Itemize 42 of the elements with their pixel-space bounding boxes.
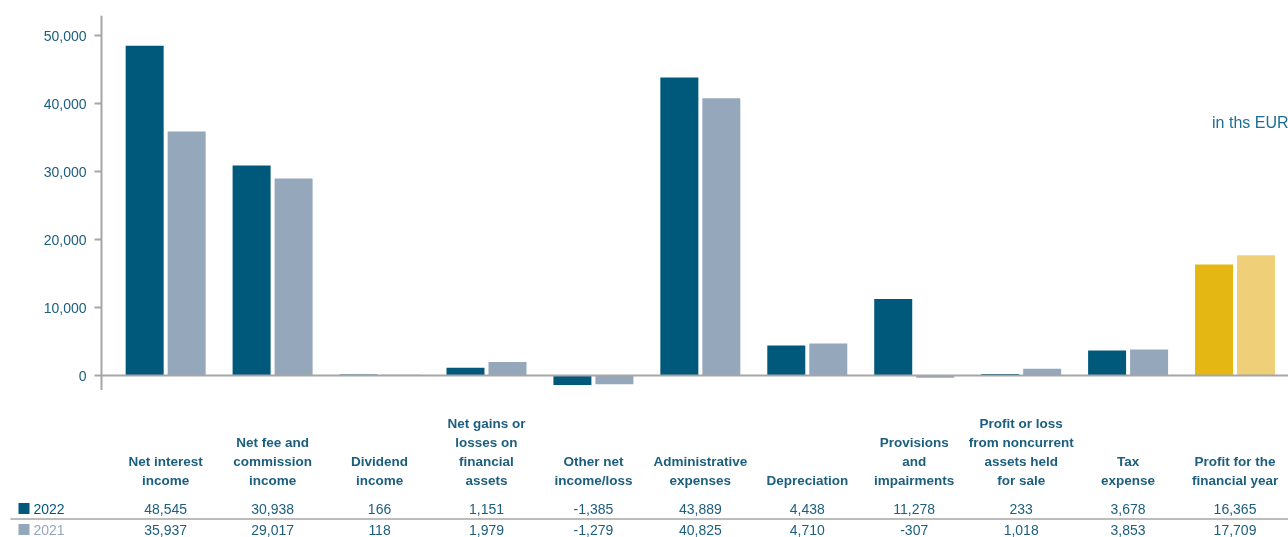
y-tick-label: 40,000: [43, 95, 87, 112]
x-tick-label: Other net income/loss: [554, 453, 633, 488]
legend-label: 2021: [33, 521, 65, 537]
legend-label: 2022: [33, 500, 65, 517]
y-tick-label: 0: [78, 367, 87, 384]
x-tick-label: Net interest income: [128, 453, 204, 488]
data-label: 43,889: [678, 500, 722, 517]
data-label: 4,438: [789, 500, 826, 517]
data-label: 1,018: [1003, 521, 1039, 537]
data-label: 1,151: [468, 500, 505, 517]
data-label: 3,678: [1110, 500, 1146, 517]
y-tick-label: 20,000: [43, 231, 87, 248]
y-tick-label: 50,000: [43, 27, 87, 44]
data-label: 3,853: [1110, 521, 1146, 537]
data-label: 16,365: [1213, 500, 1257, 517]
x-tick-label: Profit for the financial year: [1191, 453, 1279, 488]
x-tick-label: Tax expense: [1101, 453, 1156, 488]
data-label: 11,278: [893, 500, 936, 517]
annotation: in ths EUR: [1212, 113, 1288, 131]
x-tick-label: Net gains or losses on financial assets: [447, 416, 527, 488]
x-tick-label: Depreciation: [766, 472, 849, 488]
data-label: 17,709: [1213, 521, 1257, 537]
data-label: 166: [367, 500, 392, 517]
data-label: 233: [1009, 500, 1034, 517]
data-label: 40,825: [678, 521, 722, 537]
data-label: 48,545: [144, 500, 188, 517]
data-label: -1,279: [573, 521, 614, 537]
data-label: 35,937: [144, 521, 188, 537]
data-label: -1,385: [573, 500, 614, 517]
data-label: 118: [368, 521, 391, 537]
x-tick-label: Dividend income: [351, 453, 409, 488]
data-label: -307: [900, 521, 929, 537]
data-label: 4,710: [789, 521, 826, 537]
y-tick-label: 10,000: [43, 299, 87, 316]
x-tick-label: Provisions and impairments: [874, 435, 955, 488]
data-label: 29,017: [251, 521, 295, 537]
y-tick-label: 30,000: [43, 163, 87, 180]
x-tick-label: Administrative expenses: [653, 453, 748, 488]
data-label: 30,938: [251, 500, 295, 517]
x-tick-label: Profit or loss from noncurrent assets held for sale: [968, 416, 1075, 488]
data-label: 1,979: [468, 521, 505, 537]
x-tick-label: Net fee and commission income: [233, 435, 312, 488]
